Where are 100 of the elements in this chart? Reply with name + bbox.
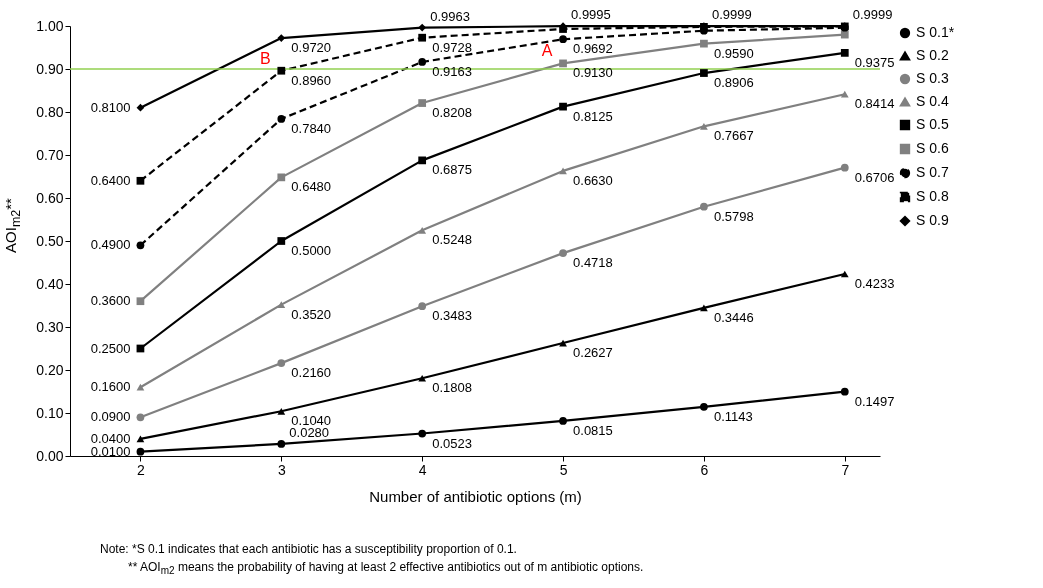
point xyxy=(840,163,849,172)
data-label: 0.6706 xyxy=(854,169,895,185)
data-label: 0.5248 xyxy=(432,232,472,248)
point xyxy=(136,103,145,112)
point xyxy=(840,49,849,57)
x-tick-label: 4 xyxy=(418,461,427,478)
point xyxy=(418,23,427,32)
x-axis-title: Number of antibiotic options (m) xyxy=(369,487,582,505)
data-label: 0.7667 xyxy=(713,128,754,144)
point xyxy=(840,387,849,396)
point xyxy=(136,241,145,250)
data-label: 0.6480 xyxy=(291,179,332,195)
data-label: 0.3600 xyxy=(90,293,131,309)
data-label: 0.1143 xyxy=(713,408,753,424)
point xyxy=(418,58,427,66)
data-label: 0.8125 xyxy=(573,108,613,124)
y-tick-label: 0.10 xyxy=(36,404,64,421)
data-label: 0.9590 xyxy=(713,45,754,61)
text: ** AOI$_{m2}$ means the probability of having at least 2 effective antibiotics out of m antibiotic options. xyxy=(127,559,644,579)
y-tick-label: 0.20 xyxy=(36,361,64,378)
point xyxy=(700,202,708,211)
annotation: B xyxy=(259,49,271,67)
legend-label: S 0.3 xyxy=(916,70,949,86)
y-tick-label: 0.50 xyxy=(36,232,64,249)
point xyxy=(418,302,427,311)
point xyxy=(559,167,567,175)
y-tick-label: 0.30 xyxy=(36,318,64,335)
data-label: 0.2500 xyxy=(90,340,131,356)
y-tick-label: 1.00 xyxy=(36,17,64,34)
data-label: 0.0523 xyxy=(432,435,472,451)
y-tick-label: 0.40 xyxy=(36,275,64,292)
point xyxy=(840,90,849,98)
data-label: 0.6875 xyxy=(432,162,472,178)
y-tick-label: 0.80 xyxy=(36,103,64,120)
data-label: 0.2627 xyxy=(573,345,613,361)
data-label: 0.6630 xyxy=(573,172,613,188)
data-label: 0.8414 xyxy=(854,96,895,112)
data-label: 0.5798 xyxy=(713,208,754,224)
data-label: 0.1600 xyxy=(90,379,131,395)
x-tick-label: 2 xyxy=(137,461,146,478)
data-label: 0.0815 xyxy=(573,422,613,438)
annotation: A xyxy=(541,42,553,60)
data-label: 0.9999 xyxy=(711,7,752,23)
point xyxy=(136,447,145,456)
legend-label: S 0.2 xyxy=(916,47,949,63)
data-label: 0.8960 xyxy=(291,72,332,88)
data-label: 0.8208 xyxy=(432,105,472,121)
point xyxy=(559,35,567,44)
point xyxy=(277,359,286,367)
point xyxy=(277,301,286,308)
legend-label: S 0.9 xyxy=(916,212,949,228)
x-tick-label: 6 xyxy=(700,461,709,478)
point xyxy=(277,440,286,448)
data-label: 0.9375 xyxy=(854,54,895,70)
y-tick-label: 0.00 xyxy=(36,447,64,464)
data-label: 0.8100 xyxy=(90,99,131,115)
data-label: 0.9163 xyxy=(432,63,472,79)
point xyxy=(418,226,427,234)
point xyxy=(136,413,145,422)
point xyxy=(136,176,145,185)
x-tick-label: 3 xyxy=(277,461,286,478)
data-label: 0.4718 xyxy=(573,255,613,271)
legend-label: S 0.7 xyxy=(916,164,949,180)
point xyxy=(277,173,286,182)
data-label: 0.1808 xyxy=(432,380,472,396)
point xyxy=(840,30,849,39)
data-label: 0.9130 xyxy=(573,65,613,81)
point xyxy=(418,99,427,107)
y-tick-label: 0.60 xyxy=(36,189,64,206)
data-label: 0.1497 xyxy=(854,393,895,409)
data-label: 0.5000 xyxy=(291,243,332,258)
legend-label: S 0.5 xyxy=(916,116,949,132)
point xyxy=(559,417,567,425)
data-label: 0.0400 xyxy=(90,430,131,446)
y-tick-label: 0.90 xyxy=(36,60,64,77)
data-label: 0.3483 xyxy=(432,308,472,324)
point xyxy=(559,249,567,257)
point xyxy=(700,122,708,130)
data-label: 0.9999 xyxy=(852,7,893,23)
point xyxy=(700,402,708,411)
point xyxy=(700,69,708,77)
point xyxy=(418,156,427,165)
legend-label: S 0.4 xyxy=(916,93,949,109)
data-label: 0.9963 xyxy=(430,8,470,24)
data-label: 0.0900 xyxy=(90,409,131,425)
data-label: 0.2160 xyxy=(291,365,332,381)
point xyxy=(700,304,708,312)
data-label: 0.9692 xyxy=(573,41,613,57)
legend-label: S 0.8 xyxy=(916,188,949,204)
data-label: 0.4233 xyxy=(854,275,895,291)
data-label: 0.8906 xyxy=(713,75,754,91)
point xyxy=(136,435,145,443)
point xyxy=(559,59,567,68)
point xyxy=(277,407,286,415)
point xyxy=(136,297,145,306)
data-label: 0.7840 xyxy=(291,120,332,136)
point xyxy=(277,66,286,75)
data-label: 0.6400 xyxy=(90,172,131,188)
data-label: 0.9995 xyxy=(571,7,611,23)
point xyxy=(136,383,145,391)
